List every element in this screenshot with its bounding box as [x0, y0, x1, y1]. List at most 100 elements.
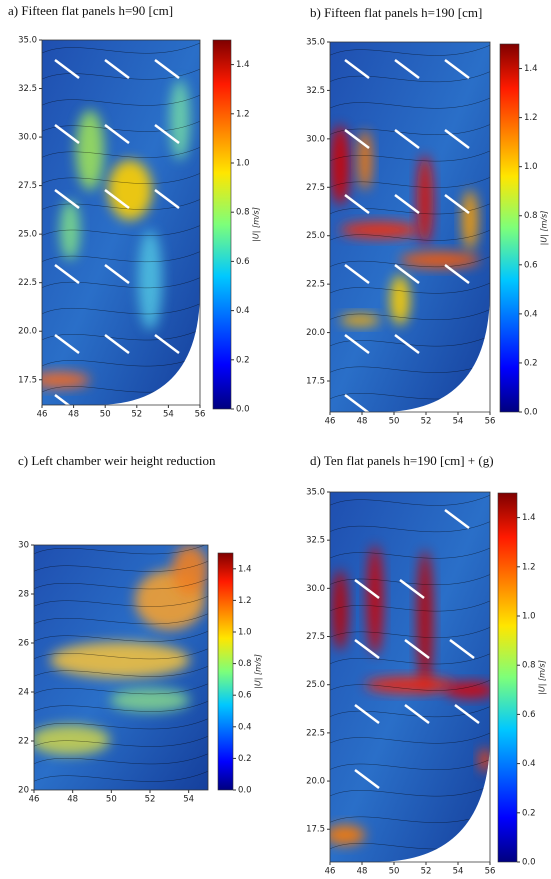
x-tick-label: 52	[145, 795, 156, 805]
field-highlight	[358, 130, 372, 190]
colorbar-label: |U| [m/s]	[538, 660, 547, 695]
flat-panel	[154, 59, 180, 79]
colorbar-tick-label: 0.0	[238, 786, 252, 796]
colorbar-tick-label: 0.2	[522, 808, 536, 818]
streamline	[330, 256, 490, 268]
flat-panel	[399, 579, 425, 599]
colorbar	[499, 43, 520, 413]
x-tick-label: 56	[195, 410, 206, 420]
streamline	[34, 666, 208, 677]
streamline	[330, 812, 490, 823]
flat-panel	[444, 194, 470, 214]
y-tick-label: 24	[18, 688, 29, 698]
colorbar-tick-label: 0.8	[238, 659, 252, 669]
streamline	[330, 282, 490, 294]
y-tick-label: 30.0	[306, 584, 325, 594]
flat-panel	[344, 264, 370, 284]
flat-panel	[394, 334, 420, 354]
x-tick-label: 50	[389, 867, 400, 877]
streamline	[34, 613, 208, 625]
velocity-field	[34, 545, 208, 790]
x-tick-label: 54	[183, 795, 194, 805]
x-tick-label: 52	[421, 417, 432, 427]
panel-title: d) Ten flat panels h=190 [cm] + (g)	[310, 453, 494, 468]
x-tick-label: 50	[106, 795, 117, 805]
streamline	[34, 718, 208, 730]
streamline	[34, 596, 208, 607]
colorbar-tick-label: 1.4	[524, 64, 538, 74]
flat-panel	[104, 189, 130, 209]
flat-panel	[444, 129, 470, 149]
flat-panel	[54, 124, 80, 144]
streamline	[330, 44, 490, 56]
field-highlight	[330, 125, 350, 205]
streamline	[42, 42, 200, 54]
colorbar-tick-label: 0.8	[236, 208, 250, 218]
x-tick-label: 54	[453, 867, 464, 877]
streamline	[330, 203, 490, 215]
field-highlight	[50, 642, 190, 678]
velocity-field	[330, 492, 490, 862]
field-highlight	[417, 155, 433, 245]
x-tick-label: 50	[389, 417, 400, 427]
y-tick-label: 35.0	[18, 36, 37, 46]
flat-panel	[344, 394, 370, 412]
flat-panel	[54, 189, 80, 209]
flat-panel	[344, 194, 370, 214]
field-highlight	[367, 545, 383, 655]
field-highlight	[340, 314, 380, 326]
flat-panel	[54, 264, 80, 284]
y-tick-label: 25.0	[306, 231, 325, 241]
x-tick-label: 50	[100, 410, 111, 420]
colorbar-tick-label: 1.2	[522, 562, 536, 572]
colorbar-label: |U| [m/s]	[252, 207, 261, 242]
y-tick-label: 32.5	[306, 86, 325, 96]
flat-panel	[444, 264, 470, 284]
y-tick-label: 35.0	[306, 488, 325, 498]
y-tick-label: 20.0	[306, 777, 325, 787]
colorbar-tick-label: 1.2	[238, 596, 252, 606]
flat-panel	[444, 509, 470, 529]
flat-panel	[454, 704, 480, 724]
field-highlight	[400, 252, 480, 268]
x-tick-label: 46	[325, 417, 336, 427]
colorbar-tick-label: 1.2	[524, 113, 538, 123]
flat-panel	[354, 769, 380, 789]
flat-panel	[394, 59, 420, 79]
y-tick-label: 20	[18, 786, 29, 796]
streamline	[330, 679, 490, 691]
y-tick-label: 26	[18, 639, 29, 649]
flat-panel	[354, 579, 380, 599]
flat-panel	[354, 639, 380, 659]
field-highlight	[110, 688, 190, 712]
field-highlight	[138, 230, 162, 330]
field-highlight	[479, 748, 490, 772]
flat-panel	[394, 194, 420, 214]
streamline	[42, 94, 200, 106]
field-highlight	[462, 190, 478, 250]
streamline	[330, 150, 490, 162]
streamline	[34, 578, 208, 590]
streamline	[34, 545, 208, 555]
streamline	[330, 309, 490, 320]
field-highlight	[332, 570, 348, 650]
flat-panel	[394, 129, 420, 149]
x-tick-label: 52	[421, 867, 432, 877]
streamline	[42, 147, 200, 158]
flat-panel	[394, 264, 420, 284]
field-highlight	[34, 725, 110, 755]
field-highlight	[172, 545, 208, 595]
flat-panel	[54, 334, 80, 354]
y-tick-label: 22.5	[306, 728, 325, 738]
colorbar-tick-label: 0.4	[524, 309, 538, 319]
x-tick-label: 48	[67, 795, 78, 805]
panel-title: b) Fifteen flat panels h=190 [cm]	[310, 5, 482, 20]
y-tick-label: 30.0	[306, 134, 325, 144]
colorbar-tick-label: 1.4	[238, 564, 252, 574]
flat-panel	[154, 189, 180, 209]
streamline	[34, 701, 208, 712]
colorbar-tick-label: 0.2	[238, 754, 252, 764]
flat-panel	[154, 334, 180, 354]
colorbar	[497, 492, 518, 863]
